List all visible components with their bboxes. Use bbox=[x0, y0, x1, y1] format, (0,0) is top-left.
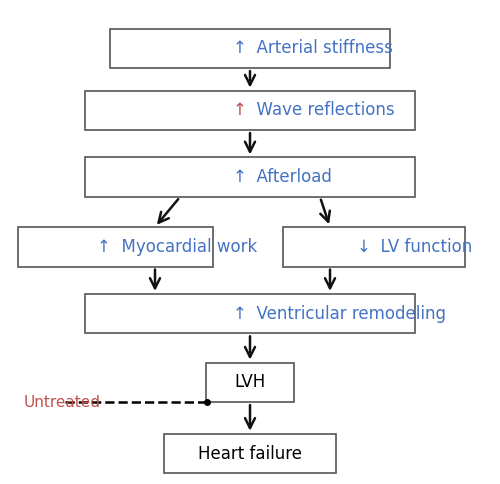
Text: Afterload: Afterload bbox=[246, 168, 332, 186]
Text: Myocardial work: Myocardial work bbox=[111, 238, 257, 256]
Bar bbox=[85, 91, 415, 130]
Bar bbox=[85, 294, 415, 333]
Bar bbox=[206, 363, 294, 402]
Text: ↑: ↑ bbox=[232, 168, 246, 186]
Bar bbox=[18, 227, 212, 267]
Bar bbox=[283, 227, 465, 267]
Text: ↓: ↓ bbox=[356, 238, 370, 256]
Bar bbox=[110, 29, 390, 68]
Bar bbox=[164, 434, 336, 473]
Text: Wave reflections: Wave reflections bbox=[246, 101, 394, 120]
Text: Arterial stiffness: Arterial stiffness bbox=[246, 39, 393, 58]
Text: Heart failure: Heart failure bbox=[198, 444, 302, 463]
Text: ↑: ↑ bbox=[232, 39, 246, 58]
Text: ↑: ↑ bbox=[97, 238, 111, 256]
Text: LV function: LV function bbox=[370, 238, 472, 256]
Text: ↑: ↑ bbox=[232, 101, 246, 120]
Bar bbox=[85, 157, 415, 197]
Text: ↑: ↑ bbox=[232, 304, 246, 323]
Text: LVH: LVH bbox=[234, 373, 266, 392]
Text: Ventricular remodeling: Ventricular remodeling bbox=[246, 304, 446, 323]
Text: Untreated: Untreated bbox=[24, 395, 101, 409]
